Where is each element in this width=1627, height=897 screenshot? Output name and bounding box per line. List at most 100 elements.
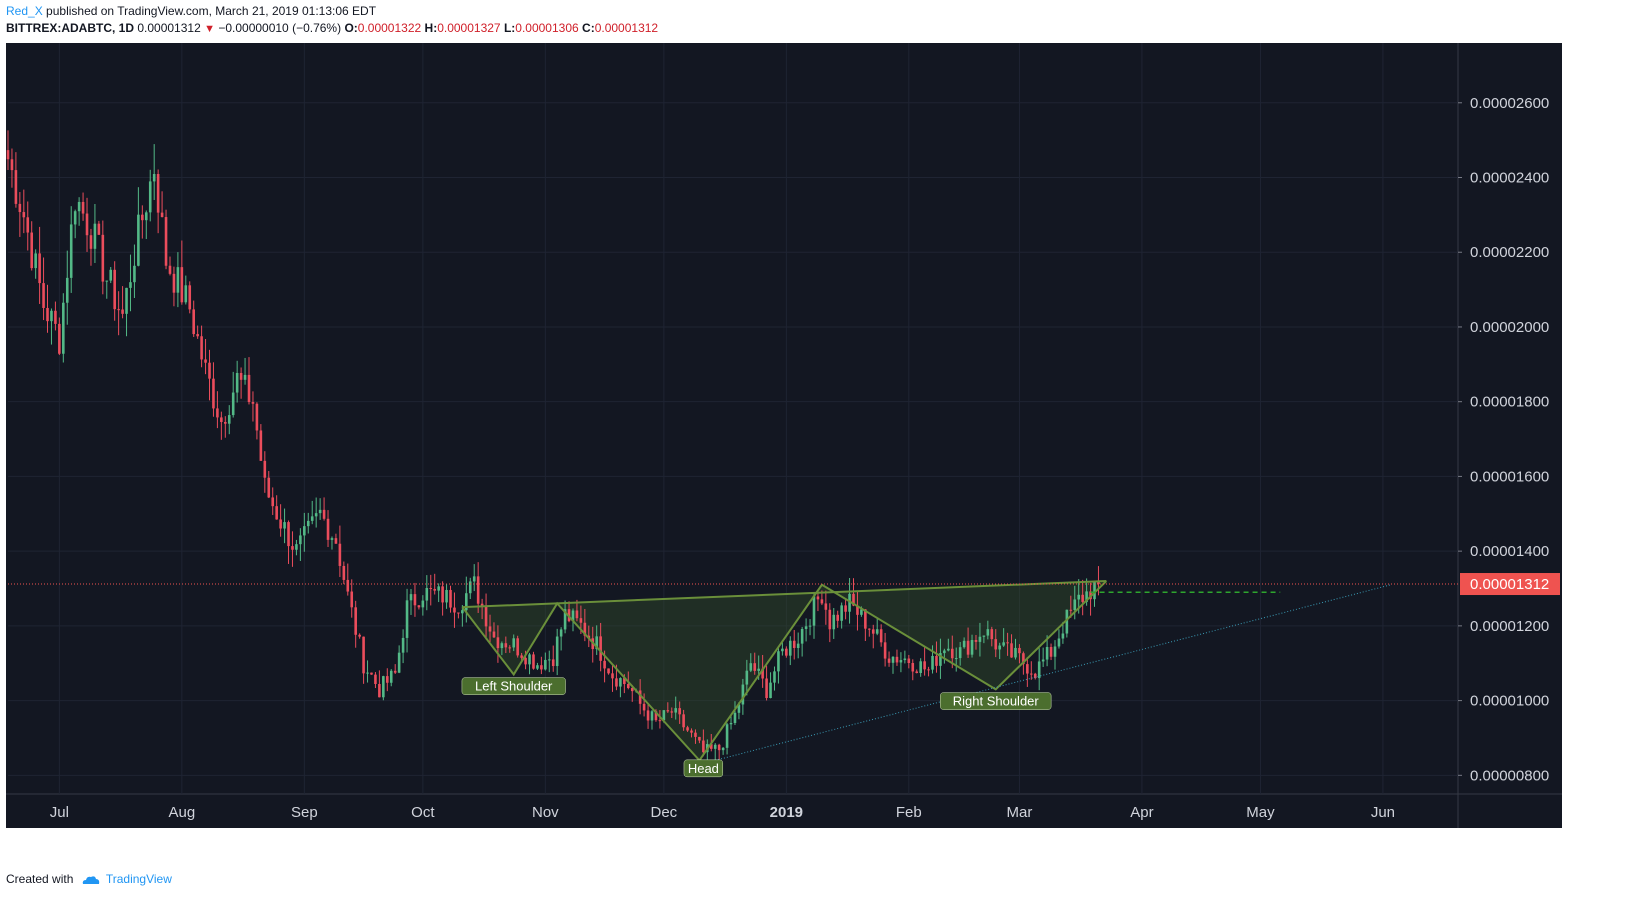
y-tick-label: 0.00002400 bbox=[1470, 170, 1549, 187]
high-value: 0.00001327 bbox=[437, 21, 501, 35]
x-tick-label: Nov bbox=[532, 804, 559, 821]
candle-body bbox=[1073, 599, 1077, 611]
candle-body bbox=[998, 645, 1001, 650]
candle-body bbox=[540, 665, 543, 670]
candle-body bbox=[875, 629, 879, 634]
candle-body bbox=[824, 603, 828, 610]
candle-body bbox=[828, 609, 832, 630]
candle-body bbox=[1037, 661, 1041, 679]
chart-background bbox=[6, 43, 1562, 828]
candle-body bbox=[1065, 609, 1069, 634]
candle-body bbox=[251, 402, 255, 404]
candle-body bbox=[1041, 659, 1045, 662]
candle-body bbox=[113, 269, 116, 310]
candle-body bbox=[117, 309, 120, 311]
last-price-badge bbox=[1460, 573, 1560, 596]
candle-body bbox=[389, 670, 393, 683]
candle-body bbox=[887, 658, 891, 663]
candle-body bbox=[287, 522, 290, 547]
candle-body bbox=[437, 586, 440, 591]
candle-body bbox=[196, 334, 199, 337]
candle-body bbox=[717, 744, 721, 751]
candle-body bbox=[34, 253, 37, 269]
candle-body bbox=[382, 676, 385, 698]
candle-body bbox=[457, 612, 460, 614]
candle-body bbox=[551, 659, 555, 667]
tradingview-cloud-icon bbox=[82, 876, 99, 884]
candle-body bbox=[773, 671, 776, 683]
candle-body bbox=[279, 519, 282, 529]
candle-body bbox=[864, 609, 867, 629]
candle-body bbox=[1085, 591, 1088, 602]
candle-body bbox=[915, 671, 919, 673]
candle-body bbox=[1026, 664, 1029, 674]
candle-body bbox=[599, 636, 602, 661]
candle-body bbox=[1045, 646, 1049, 660]
published-text: published on TradingView.com, March 21, … bbox=[46, 4, 377, 18]
candle-body bbox=[883, 642, 887, 659]
y-tick-label: 0.00001600 bbox=[1470, 468, 1549, 485]
candle-body bbox=[662, 710, 666, 721]
x-tick-label: May bbox=[1246, 804, 1275, 821]
candle-body bbox=[737, 704, 741, 713]
candle-body bbox=[638, 690, 642, 704]
candle-body bbox=[1053, 646, 1057, 657]
high-label: H: bbox=[424, 21, 438, 35]
candle-body bbox=[1033, 673, 1037, 679]
symbol-label: BITTREX:ADABTC, 1D bbox=[6, 21, 134, 35]
candle-body bbox=[626, 684, 630, 689]
candle-body bbox=[729, 722, 733, 725]
candle-body bbox=[871, 629, 875, 634]
candle-body bbox=[318, 509, 322, 514]
candle-body bbox=[180, 267, 184, 303]
pattern-label: Left Shoulder bbox=[475, 679, 553, 694]
candle-body bbox=[30, 232, 34, 269]
candle-body bbox=[943, 650, 946, 654]
candle-body bbox=[1010, 643, 1013, 658]
candle-body bbox=[370, 672, 373, 675]
candle-body bbox=[354, 607, 357, 635]
candle-body bbox=[492, 631, 496, 638]
candle-body bbox=[777, 651, 780, 672]
x-tick-label: Dec bbox=[651, 804, 678, 821]
candle-body bbox=[571, 610, 575, 622]
candle-body bbox=[192, 309, 195, 335]
candle-body bbox=[623, 678, 626, 685]
candle-body bbox=[840, 605, 843, 621]
y-tick-label: 0.00001800 bbox=[1470, 394, 1549, 411]
candle-body bbox=[852, 593, 855, 606]
author-link[interactable]: Red_X bbox=[6, 4, 43, 18]
candle-body bbox=[275, 506, 278, 520]
candle-body bbox=[267, 477, 271, 498]
candle-body bbox=[362, 636, 365, 674]
candle-body bbox=[713, 744, 717, 749]
tradingview-link[interactable]: TradingView bbox=[105, 872, 172, 886]
candle-body bbox=[417, 605, 421, 608]
candle-body bbox=[144, 212, 148, 221]
candle-body bbox=[721, 747, 725, 751]
candle-body bbox=[484, 605, 488, 627]
candle-body bbox=[358, 634, 361, 637]
candle-body bbox=[105, 280, 109, 282]
close-label: C: bbox=[582, 21, 595, 35]
candle-body bbox=[970, 640, 974, 655]
candle-body bbox=[725, 724, 729, 748]
pattern-fill-area bbox=[462, 581, 1107, 761]
candle-body bbox=[295, 544, 298, 550]
candle-body bbox=[1097, 582, 1100, 585]
candle-body bbox=[168, 265, 172, 274]
candle-body bbox=[954, 658, 958, 660]
candle-body bbox=[646, 710, 650, 721]
candle-body bbox=[575, 610, 579, 619]
candle-body bbox=[425, 588, 429, 601]
candle-body bbox=[129, 282, 132, 288]
candle-body bbox=[686, 727, 689, 731]
candle-body bbox=[947, 648, 950, 651]
candle-body bbox=[860, 609, 863, 615]
candle-body bbox=[741, 684, 745, 705]
candle-body bbox=[334, 538, 338, 544]
candle-body bbox=[77, 201, 81, 212]
candle-body bbox=[856, 605, 859, 615]
candle-body bbox=[583, 622, 587, 636]
